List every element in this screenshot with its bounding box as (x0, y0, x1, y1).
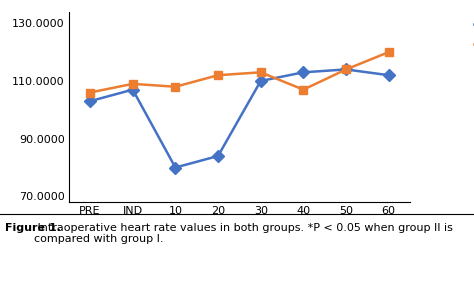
Text: Intraoperative heart rate values in both groups. *P < 0.05 when group II is
comp: Intraoperative heart rate values in both… (34, 223, 453, 244)
Legend: GI, GII: GI, GII (469, 14, 474, 56)
Text: Figure 1.: Figure 1. (5, 223, 61, 233)
